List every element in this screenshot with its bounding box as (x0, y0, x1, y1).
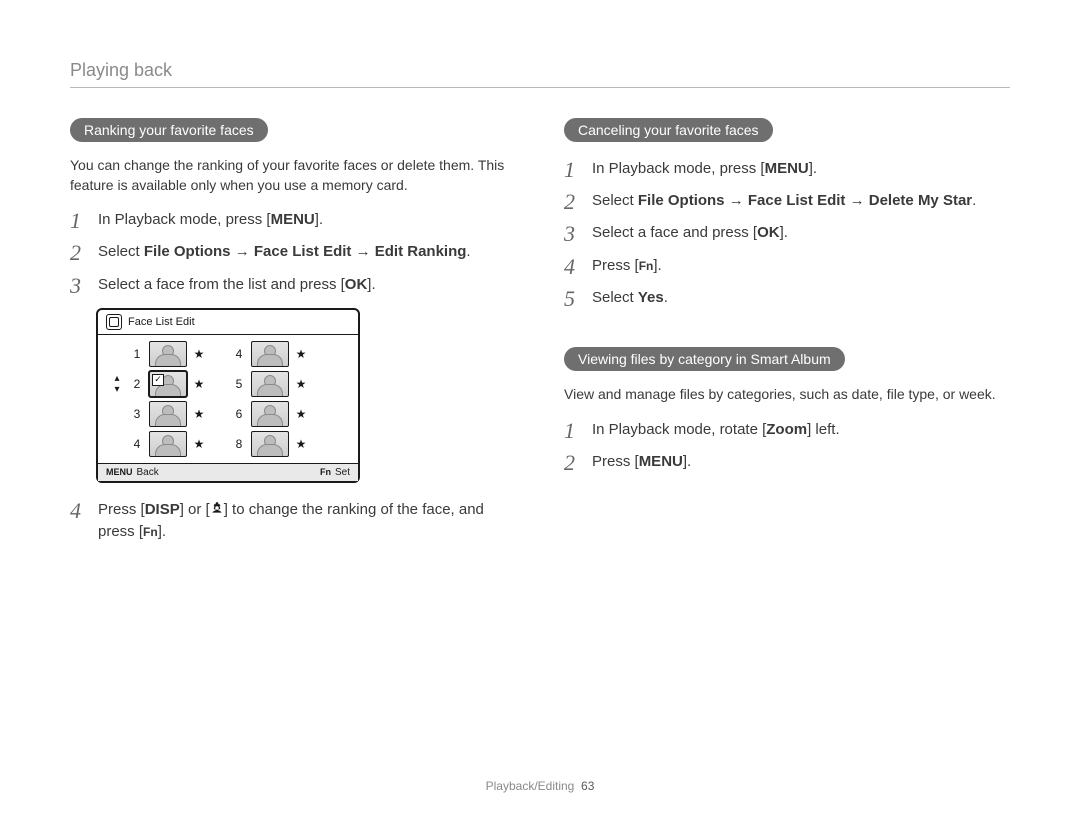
ranking-steps: In Playback mode, press [MENU]. Select F… (70, 209, 516, 298)
camera-screen-header: Face List Edit (98, 310, 358, 335)
step-4: Press [DISP] or [] to change the ranking… (70, 499, 516, 543)
chip-canceling-faces: Canceling your favorite faces (564, 118, 773, 142)
footer-key-fn: Fn (320, 467, 331, 477)
left-column: Ranking your favorite faces You can chan… (70, 118, 516, 550)
footer-key-menu: MENU (106, 467, 133, 477)
footer-label-back: Back (137, 467, 159, 478)
step-3: Select a face and press [OK]. (564, 222, 1010, 246)
menu-button-label: MENU (639, 453, 683, 470)
camera-screen-grid: 1 ★ 4 ★ ▴▾ 2 ✓ ★ 5 ★ (98, 335, 358, 463)
camera-screen-footer: MENU Back Fn Set (98, 463, 358, 481)
star-icon: ★ (194, 377, 205, 391)
camera-screen-title: Face List Edit (128, 316, 195, 328)
star-icon: ★ (296, 437, 307, 451)
ok-button-label: OK (345, 276, 368, 293)
face-thumb (149, 401, 187, 427)
ranking-steps-continued: Press [DISP] or [] to change the ranking… (70, 499, 516, 543)
star-icon: ★ (296, 377, 307, 391)
camera-screen-face-list: Face List Edit 1 ★ 4 ★ ▴▾ 2 ✓ ★ (96, 308, 360, 483)
step-2: Select File Options → Face List Edit → D… (564, 190, 1010, 214)
star-icon: ★ (296, 347, 307, 361)
rank-num: 4 (134, 437, 141, 451)
rank-num: 3 (134, 407, 141, 421)
step-5: Select Yes. (564, 287, 1010, 311)
chip-smart-album: Viewing files by category in Smart Album (564, 347, 845, 371)
page-section-title: Playing back (70, 60, 1010, 88)
menu-button-label: MENU (271, 211, 315, 228)
step-2: Select File Options → Face List Edit → E… (70, 241, 516, 265)
rank-num: 6 (236, 407, 243, 421)
face-thumb-selected: ✓ (149, 371, 187, 397)
disp-button-label: DISP (145, 501, 180, 518)
smart-album-lead: View and manage files by categories, suc… (564, 385, 1010, 405)
page-footer: Playback/Editing 63 (0, 779, 1080, 793)
step-1: In Playback mode, press [MENU]. (564, 158, 1010, 182)
right-column: Canceling your favorite faces In Playbac… (564, 118, 1010, 550)
fn-button-label: Fn (143, 525, 158, 539)
step-1: In Playback mode, rotate [Zoom] left. (564, 419, 1010, 443)
step-4: Press [Fn]. (564, 255, 1010, 279)
rank-num: 5 (236, 377, 243, 391)
footer-section: Playback/Editing (486, 779, 575, 793)
step-2: Press [MENU]. (564, 451, 1010, 475)
face-thumb (251, 431, 289, 457)
canceling-steps: In Playback mode, press [MENU]. Select F… (564, 158, 1010, 311)
macro-flower-icon (210, 501, 224, 515)
footer-page-number: 63 (581, 779, 594, 793)
step-1: In Playback mode, press [MENU]. (70, 209, 516, 233)
face-thumb (251, 341, 289, 367)
face-thumb (149, 341, 187, 367)
rank-num: 4 (236, 347, 243, 361)
face-detect-icon (106, 314, 122, 330)
face-thumb (251, 401, 289, 427)
face-thumb (251, 371, 289, 397)
menu-button-label: MENU (765, 160, 809, 177)
fn-button-label: Fn (639, 259, 654, 273)
rank-num: 1 (134, 347, 141, 361)
star-icon: ★ (296, 407, 307, 421)
star-icon: ★ (194, 407, 205, 421)
star-icon: ★ (194, 347, 205, 361)
rank-num: 8 (236, 437, 243, 451)
zoom-button-label: Zoom (766, 421, 807, 438)
face-thumb (149, 431, 187, 457)
updown-arrow-icon: ▴▾ (114, 373, 119, 395)
smart-album-steps: In Playback mode, rotate [Zoom] left. Pr… (564, 419, 1010, 475)
star-icon: ★ (194, 437, 205, 451)
ranking-lead-text: You can change the ranking of your favor… (70, 156, 516, 195)
footer-label-set: Set (335, 467, 350, 478)
rank-num: 2 (134, 377, 141, 391)
chip-ranking-faces: Ranking your favorite faces (70, 118, 268, 142)
ok-button-label: OK (757, 224, 780, 241)
step-3: Select a face from the list and press [O… (70, 274, 516, 298)
check-icon: ✓ (152, 374, 164, 386)
